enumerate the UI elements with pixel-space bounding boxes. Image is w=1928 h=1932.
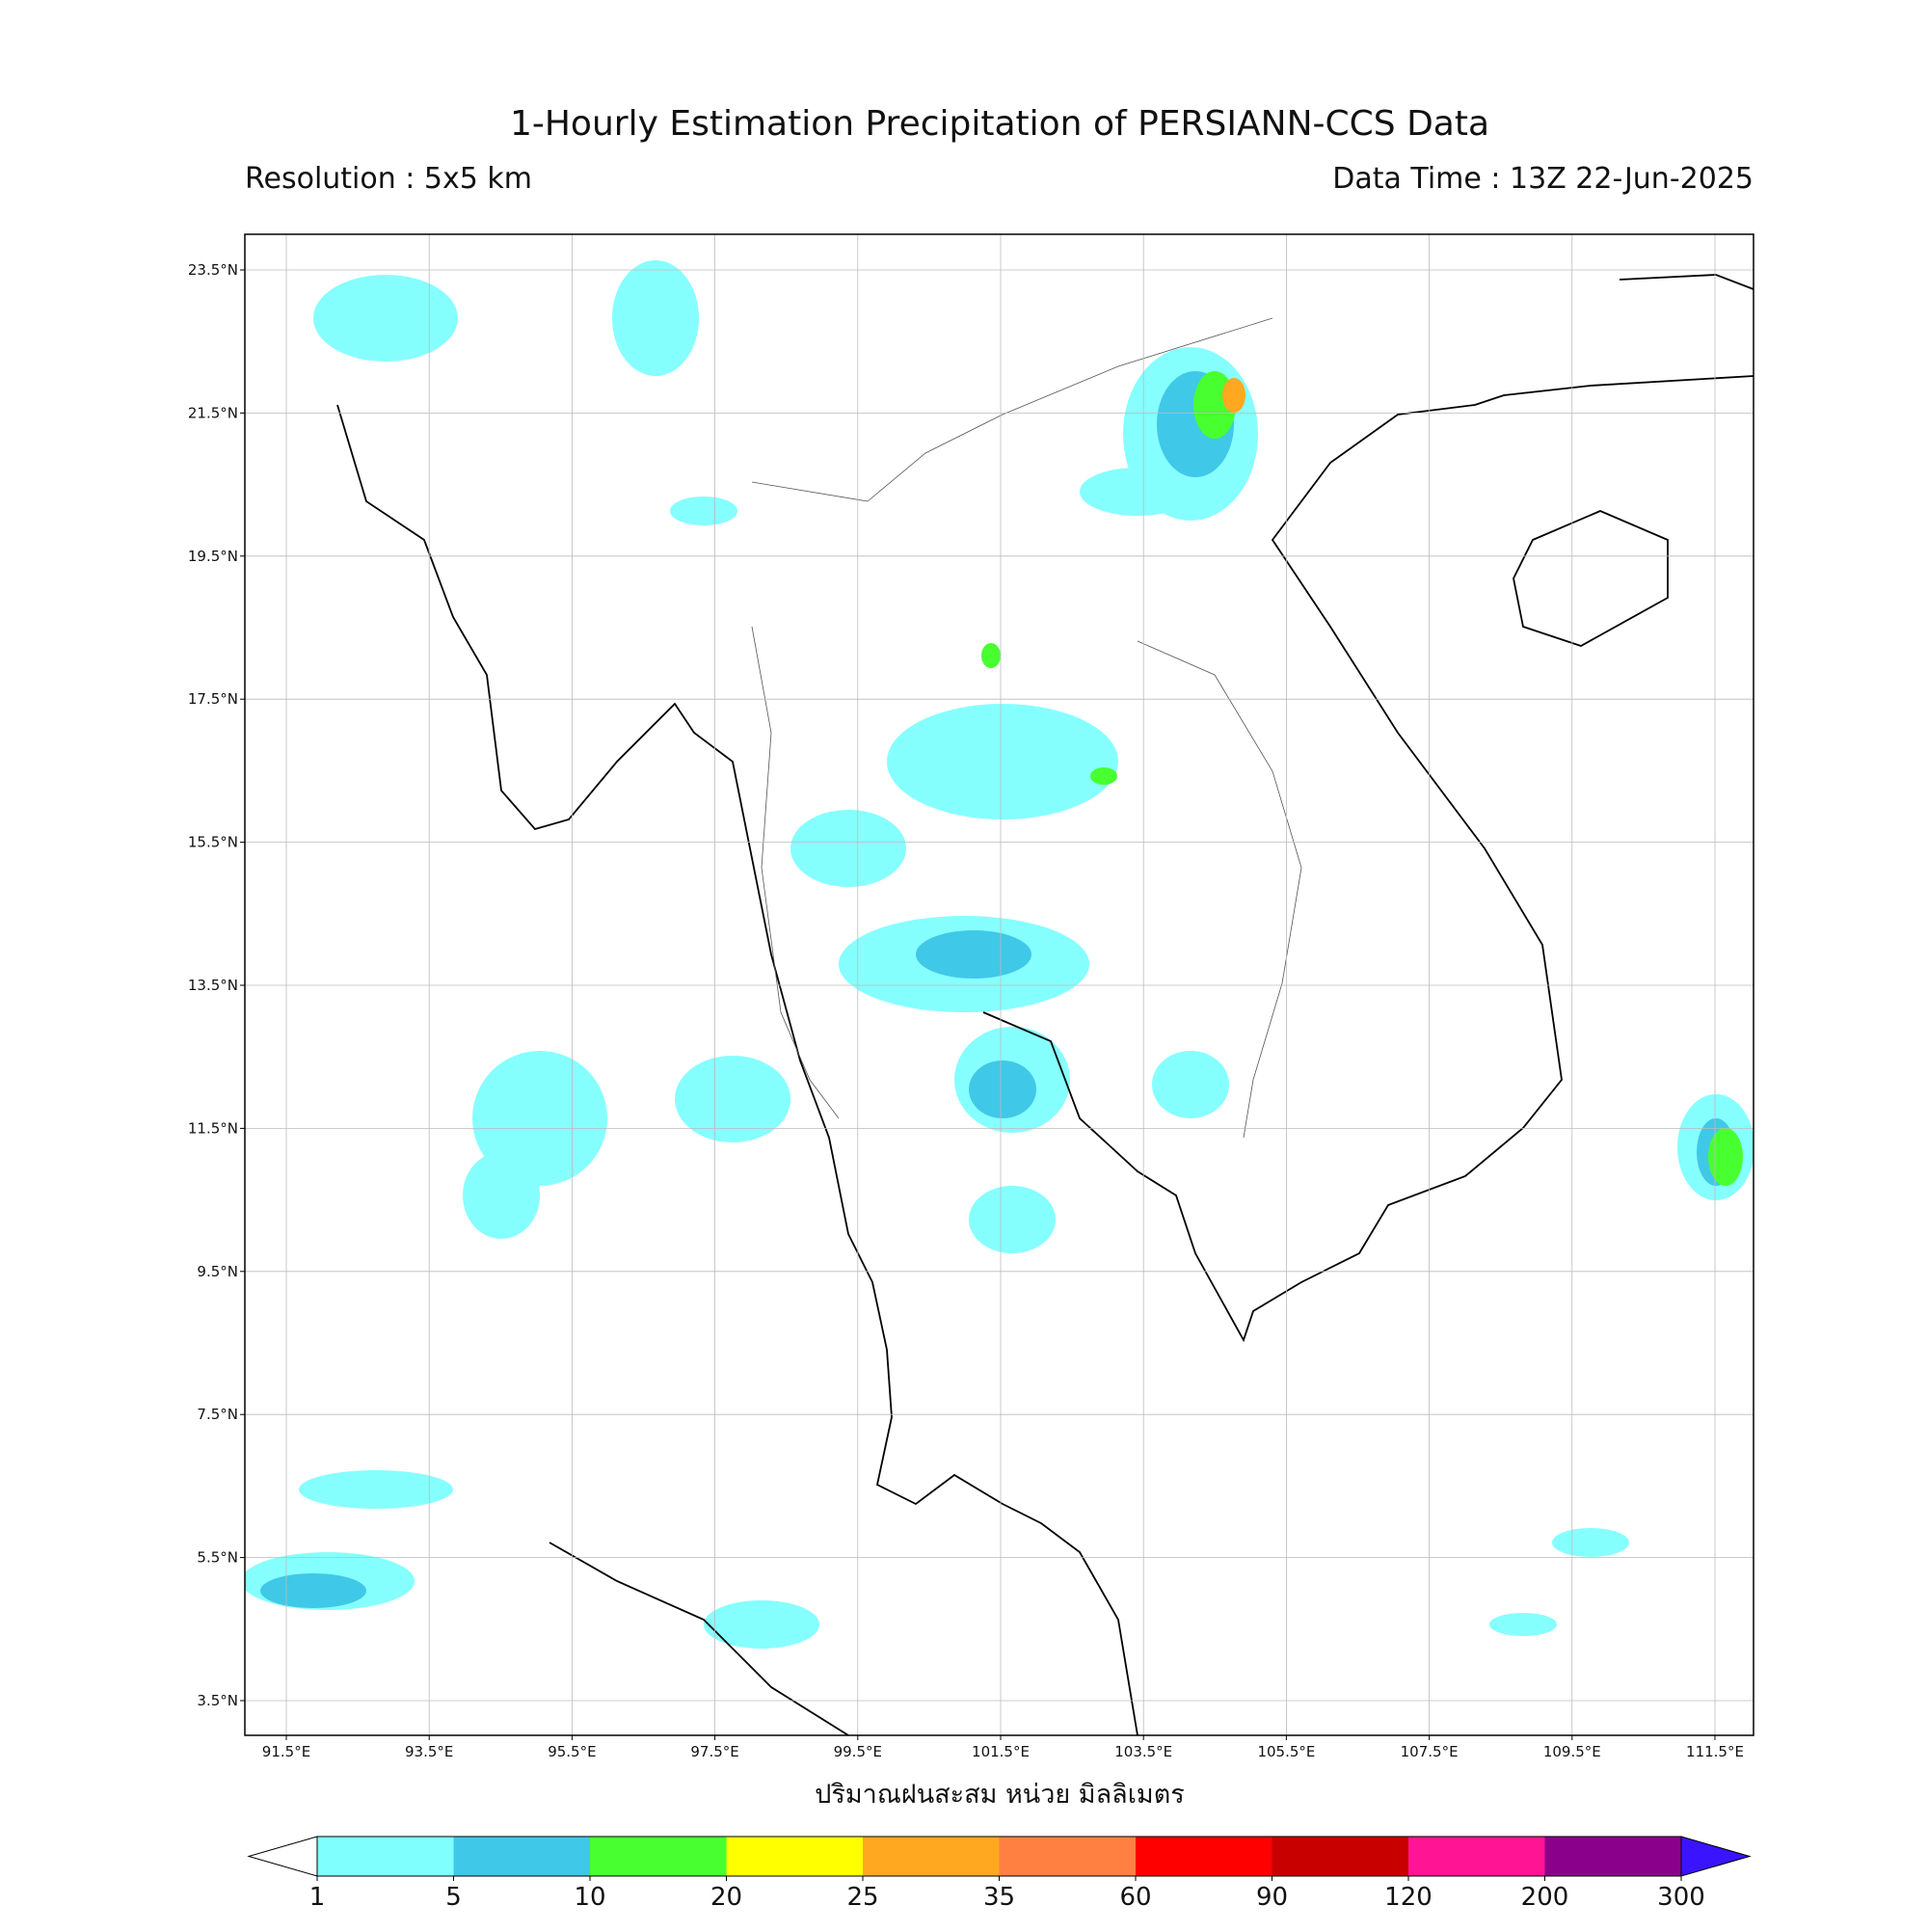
title: 1-Hourly Estimation Precipitation of PER… xyxy=(510,104,1489,144)
lon-label: 105.5°E xyxy=(1257,1743,1315,1760)
colorbar-under xyxy=(247,1836,318,1877)
lat-label: 19.5°N xyxy=(188,548,238,565)
colorbar-segment xyxy=(453,1837,591,1876)
lat-label: 9.5°N xyxy=(197,1263,238,1280)
lat-label: 7.5°N xyxy=(197,1406,238,1423)
lon-label: 103.5°E xyxy=(1114,1743,1172,1760)
colorbar-label: 25 xyxy=(846,1883,878,1912)
colorbar-segment xyxy=(863,1837,1000,1876)
lat-label: 15.5°N xyxy=(188,834,238,851)
lon-label: 93.5°E xyxy=(405,1743,453,1760)
lat-label: 11.5°N xyxy=(188,1119,238,1137)
lon-label: 109.5°E xyxy=(1543,1743,1601,1760)
lat-label: 17.5°N xyxy=(188,690,238,708)
colorbar-label: 300 xyxy=(1657,1883,1705,1912)
resolution: Resolution : 5x5 km xyxy=(245,162,532,196)
colorbar-label: 120 xyxy=(1384,1883,1433,1912)
map-area xyxy=(245,234,1754,1735)
colorbar-segment xyxy=(999,1837,1137,1876)
lat-label: 5.5°N xyxy=(197,1549,238,1567)
lat-label: 21.5°N xyxy=(188,404,238,421)
colorbar-label: 1 xyxy=(309,1883,326,1912)
colorbar-label: 60 xyxy=(1119,1883,1151,1912)
lon-label: 99.5°E xyxy=(834,1743,882,1760)
colorbar-label: 200 xyxy=(1521,1883,1569,1912)
lon-label: 111.5°E xyxy=(1686,1743,1744,1760)
colorbar-segment xyxy=(726,1837,864,1876)
colorbar-label: 10 xyxy=(574,1883,605,1912)
data-time: Data Time : 13Z 22-Jun-2025 xyxy=(1332,162,1754,196)
colorbar-segment xyxy=(317,1837,454,1876)
x-axis-label: ปริมาณฝนสะสม หน่วย มิลลิเมตร xyxy=(815,1780,1185,1810)
lon-label: 95.5°E xyxy=(548,1743,596,1760)
colorbar-segment xyxy=(1408,1837,1545,1876)
borders xyxy=(751,317,1302,1139)
rain-intense xyxy=(1222,378,1245,413)
lon-label: 97.5°E xyxy=(690,1743,738,1760)
colorbar-segment xyxy=(1544,1837,1682,1876)
rain-areas xyxy=(245,260,1754,1649)
colorbar-label: 5 xyxy=(445,1883,462,1912)
lat-label: 23.5°N xyxy=(188,261,238,279)
colorbar-label: 90 xyxy=(1256,1883,1288,1912)
lat-label: 3.5°N xyxy=(197,1692,238,1709)
colorbar-over xyxy=(1680,1836,1752,1877)
colorbar-segment xyxy=(1136,1837,1272,1876)
lon-label: 101.5°E xyxy=(972,1743,1030,1760)
colorbar-label: 20 xyxy=(710,1883,742,1912)
colorbar-segment xyxy=(1272,1837,1409,1876)
colorbar-segment xyxy=(590,1837,727,1876)
colorbar-label: 35 xyxy=(983,1883,1015,1912)
lat-label: 13.5°N xyxy=(188,977,238,994)
lon-label: 107.5°E xyxy=(1401,1743,1459,1760)
lon-label: 91.5°E xyxy=(262,1743,310,1760)
